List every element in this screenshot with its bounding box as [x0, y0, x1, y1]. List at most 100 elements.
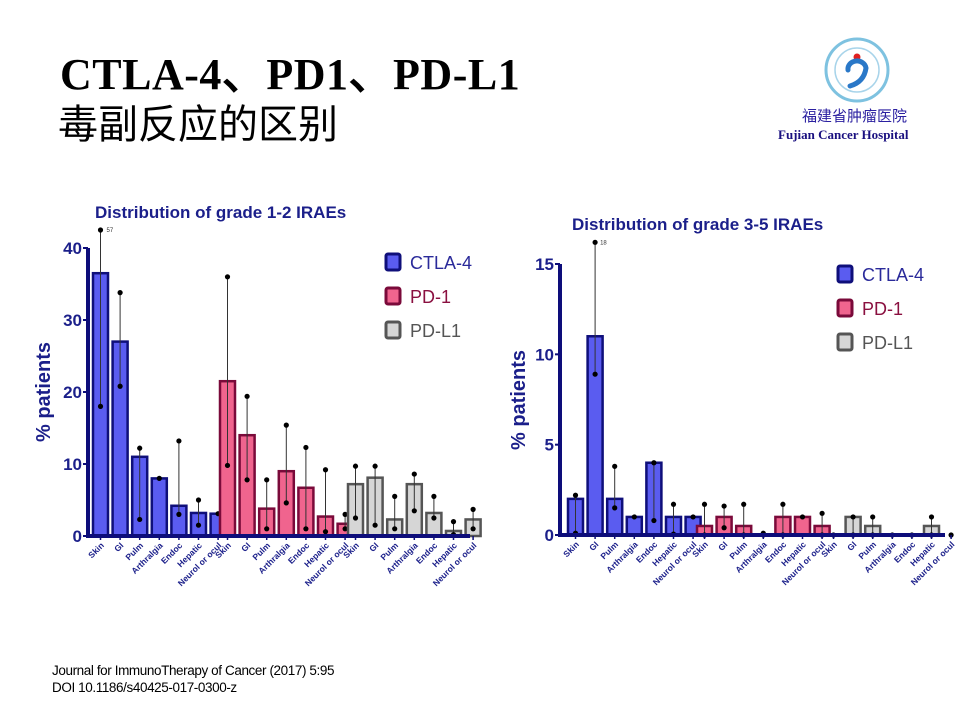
range-point-high — [372, 463, 378, 469]
legend-swatch-pd-1 — [836, 298, 854, 318]
x-tick-label: GI — [845, 539, 858, 552]
range-point-low — [303, 526, 309, 532]
y-axis-label: % patients — [508, 350, 530, 450]
y-axis-label: % patients — [33, 342, 55, 442]
annotation-label: 18 — [600, 240, 607, 246]
range-point-high — [195, 497, 202, 503]
range-point-high — [224, 274, 231, 280]
legend-label-pd-1: PD-1 — [410, 287, 451, 307]
citation-journal: Journal for ImmunoTherapy of Cancer (201… — [52, 663, 335, 678]
hospital-name-cn: 福建省肿瘤医院 — [802, 107, 908, 125]
y-tick-label: 10 — [535, 345, 554, 364]
slide-subtitle: 毒副反应的区别 — [58, 102, 338, 148]
range-point-high — [612, 463, 618, 469]
range-point-low — [352, 515, 359, 521]
range-point-low — [431, 515, 437, 521]
range-point-low — [342, 526, 348, 532]
citation-doi: DOI 10.1186/s40425-017-0300-z — [52, 680, 237, 695]
y-tick-label: 30 — [63, 311, 82, 330]
range-point-high — [342, 511, 348, 517]
range-point-low — [97, 403, 104, 409]
y-tick-label: 20 — [63, 383, 82, 402]
range-point-high — [928, 514, 935, 520]
legend-label-ctla-4: CTLA-4 — [410, 253, 472, 273]
y-tick-label: 10 — [63, 455, 82, 474]
range-point-high — [117, 290, 123, 296]
range-point-low — [283, 500, 289, 506]
legend-swatch-ctla-4 — [836, 264, 854, 284]
range-point-high — [176, 438, 182, 444]
y-tick-label: 0 — [73, 527, 82, 546]
range-point-low — [244, 477, 250, 483]
range-point-high — [741, 501, 747, 507]
range-point-high — [156, 475, 162, 481]
chart-title: Distribution of grade 3-5 IRAEs — [572, 215, 823, 234]
range-point-high — [244, 393, 250, 399]
range-point-low — [137, 516, 143, 523]
y-tick-label: 0 — [545, 526, 554, 545]
range-point-low — [195, 522, 202, 528]
range-point-low — [392, 526, 398, 532]
range-point-high — [264, 477, 270, 483]
legend-label-pd-l1: PD-L1 — [410, 321, 461, 341]
legend-swatch-pd-1 — [384, 286, 402, 306]
range-point-high — [870, 514, 876, 520]
range-point-high — [651, 460, 657, 466]
legend-label-pd-l1: PD-L1 — [862, 333, 913, 353]
legend-label-ctla-4: CTLA-4 — [862, 265, 924, 285]
range-point-low — [372, 522, 378, 528]
range-point-high — [850, 514, 856, 520]
range-point-low — [176, 511, 182, 517]
range-point-low — [592, 371, 598, 377]
bar-ctla-4 — [625, 515, 644, 537]
range-point-high — [322, 467, 329, 473]
x-tick-label: Skin — [561, 539, 581, 559]
range-point-high — [352, 463, 359, 469]
range-point-high — [431, 493, 437, 499]
range-point-low — [411, 508, 417, 514]
range-point-high — [701, 501, 708, 507]
legend-swatch-pd-l1 — [836, 332, 854, 352]
x-tick-label: GI — [587, 539, 600, 552]
x-tick-label: GI — [716, 539, 729, 552]
range-point-high — [721, 503, 727, 509]
y-tick-label: 40 — [63, 239, 82, 258]
chart-title: Distribution of grade 1-2 IRAEs — [95, 203, 346, 222]
range-point-high — [572, 492, 579, 498]
range-point-high — [819, 510, 825, 516]
y-tick-label: 15 — [535, 255, 554, 274]
range-point-low — [651, 517, 657, 524]
range-point-high — [283, 422, 289, 428]
range-point-high — [97, 227, 104, 233]
range-point-low — [322, 529, 329, 535]
range-point-low — [264, 526, 270, 532]
range-point-low — [117, 383, 123, 389]
bar-pd-1 — [793, 515, 812, 537]
range-point-high — [780, 501, 786, 507]
range-point-high — [799, 514, 806, 520]
range-point-high — [303, 444, 309, 451]
range-point-high — [137, 445, 143, 451]
range-point-low — [721, 525, 727, 531]
range-point-high — [592, 239, 598, 245]
range-point-high — [450, 519, 457, 525]
legend-label-pd-1: PD-1 — [862, 299, 903, 319]
range-point-low — [470, 526, 476, 532]
hospital-name-en: Fujian Cancer Hospital — [778, 127, 909, 142]
slide-title: CTLA-4、PD1、PD-L1 — [60, 50, 521, 99]
range-point-low — [612, 505, 618, 511]
range-point-high — [690, 514, 696, 520]
citation: Journal for ImmunoTherapy of Cancer (201… — [52, 662, 335, 696]
y-tick-label: 5 — [545, 436, 554, 455]
hospital-logo-icon — [824, 37, 890, 103]
legend-swatch-ctla-4 — [384, 252, 402, 272]
annotation-label: 57 — [107, 228, 114, 234]
legend-swatch-pd-l1 — [384, 320, 402, 340]
range-point-high — [631, 514, 637, 520]
range-point-high — [411, 471, 417, 477]
range-point-high — [470, 506, 476, 512]
range-point-high — [392, 493, 398, 499]
range-point-low — [224, 462, 231, 469]
